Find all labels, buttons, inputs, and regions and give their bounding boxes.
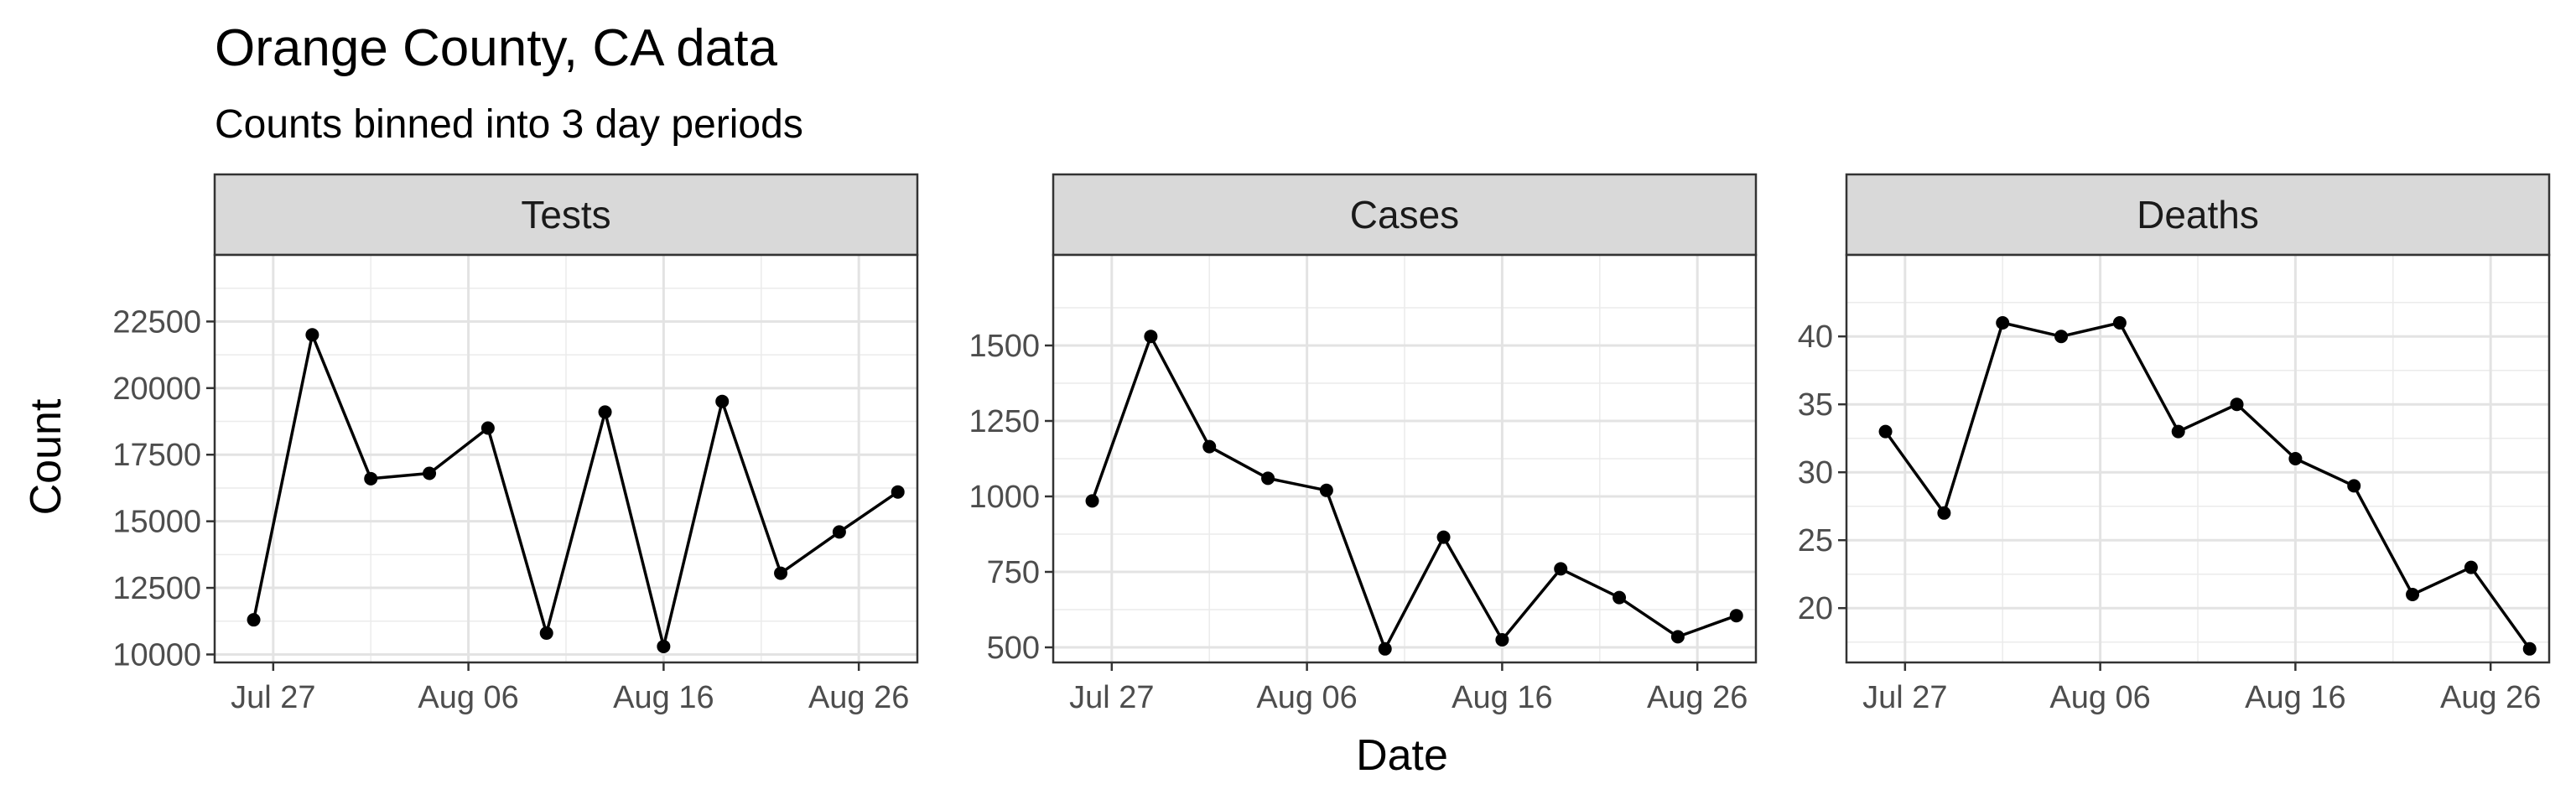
data-point: [774, 566, 788, 580]
y-tick-label: 1250: [969, 404, 1040, 439]
x-tick-label: Jul 27: [231, 680, 315, 715]
data-point: [2230, 397, 2244, 412]
y-tick-label: 12500: [112, 571, 201, 606]
data-point: [2464, 560, 2478, 574]
panel-border: [213, 253, 919, 664]
x-tick-label: Aug 16: [2245, 680, 2345, 715]
data-point: [2288, 452, 2303, 465]
data-point: [1996, 316, 2010, 330]
data-point: [598, 405, 612, 419]
panel-1: Cases 500 750 1000 1250 1500 Jul 27 Aug 06 Aug 1…: [969, 173, 1758, 715]
panel-0: Tests 10000 12500 15000 17500 20000 22500 Jul 2…: [112, 173, 919, 715]
data-point: [1202, 439, 1217, 454]
data-point: [657, 639, 671, 653]
data-point: [305, 328, 319, 342]
panel-border: [1052, 253, 1758, 664]
series-line-deaths: [1884, 321, 2532, 650]
data-point: [539, 626, 553, 641]
x-tick-label: Aug 26: [808, 680, 909, 715]
x-tick-label: Aug 26: [1647, 680, 1748, 715]
y-tick-label: 25: [1798, 523, 1833, 558]
panel-border: [1845, 253, 2551, 664]
y-tick-label: 40: [1798, 319, 1833, 355]
x-tick-label: Aug 26: [2440, 680, 2541, 715]
y-tick-label: 30: [1798, 455, 1833, 491]
facet-strip: [1845, 173, 2551, 257]
data-point: [1436, 530, 1451, 544]
chart-title: Orange County, CA data: [215, 19, 777, 77]
x-tick-label: Aug 16: [1452, 680, 1552, 715]
y-tick-label: 10000: [112, 637, 201, 673]
x-tick-label: Jul 27: [1862, 680, 1947, 715]
data-point: [715, 394, 730, 408]
x-tick-label: Aug 06: [418, 680, 518, 715]
data-point: [1085, 494, 1099, 508]
series-line-tests: [252, 333, 899, 648]
data-point: [1937, 506, 1951, 520]
y-tick-label: 17500: [112, 438, 201, 473]
data-point: [364, 471, 378, 486]
x-axis-title: Date: [1356, 731, 1448, 780]
data-point: [1670, 630, 1685, 644]
data-point: [2347, 479, 2361, 493]
series-line-cases: [1090, 335, 1737, 651]
data-point: [1613, 590, 1627, 605]
data-point: [423, 466, 437, 480]
data-point: [1495, 633, 1509, 647]
data-point: [2406, 588, 2420, 601]
x-tick-label: Aug 06: [1256, 680, 1357, 715]
panel-2: Deaths 20 25 30 35 40 Jul 27 Aug 06 Aug 16 Aug 26: [1798, 173, 2551, 715]
data-point: [891, 485, 905, 499]
data-point: [247, 613, 261, 627]
x-tick-label: Jul 27: [1069, 680, 1154, 715]
y-tick-label: 20: [1798, 591, 1833, 626]
data-point: [832, 525, 846, 539]
y-tick-label: 750: [987, 555, 1040, 590]
y-tick-label: 20000: [112, 371, 201, 407]
data-point: [1261, 471, 1275, 486]
data-point: [1878, 424, 1893, 439]
y-tick-label: 35: [1798, 387, 1833, 423]
data-point: [480, 421, 495, 435]
data-point: [1378, 641, 1392, 656]
x-tick-label: Aug 16: [613, 680, 714, 715]
data-point: [2112, 316, 2127, 330]
data-point: [2054, 330, 2069, 344]
facet-panels: Tests 10000 12500 15000 17500 20000 22500 Jul 2…: [112, 173, 2551, 715]
y-axis-title: Count: [22, 398, 70, 515]
y-tick-label: 1500: [969, 329, 1040, 364]
facet-strip-label: Cases: [1350, 193, 1459, 236]
data-point: [1144, 330, 1158, 344]
facet-strip-label: Tests: [521, 193, 610, 236]
y-tick-label: 22500: [112, 304, 201, 340]
y-tick-label: 1000: [969, 480, 1040, 515]
chart-subtitle: Counts binned into 3 day periods: [215, 102, 803, 147]
facet-strip: [213, 173, 919, 257]
data-point: [2171, 424, 2185, 439]
x-tick-label: Aug 06: [2049, 680, 2150, 715]
data-point: [1319, 483, 1333, 497]
y-tick-label: 500: [987, 631, 1040, 666]
data-point: [1729, 609, 1743, 623]
y-tick-label: 15000: [112, 505, 201, 540]
facet-strip-label: Deaths: [2137, 193, 2259, 236]
data-point: [1554, 562, 1568, 576]
data-point: [2522, 641, 2537, 656]
facet-strip: [1052, 173, 1758, 257]
